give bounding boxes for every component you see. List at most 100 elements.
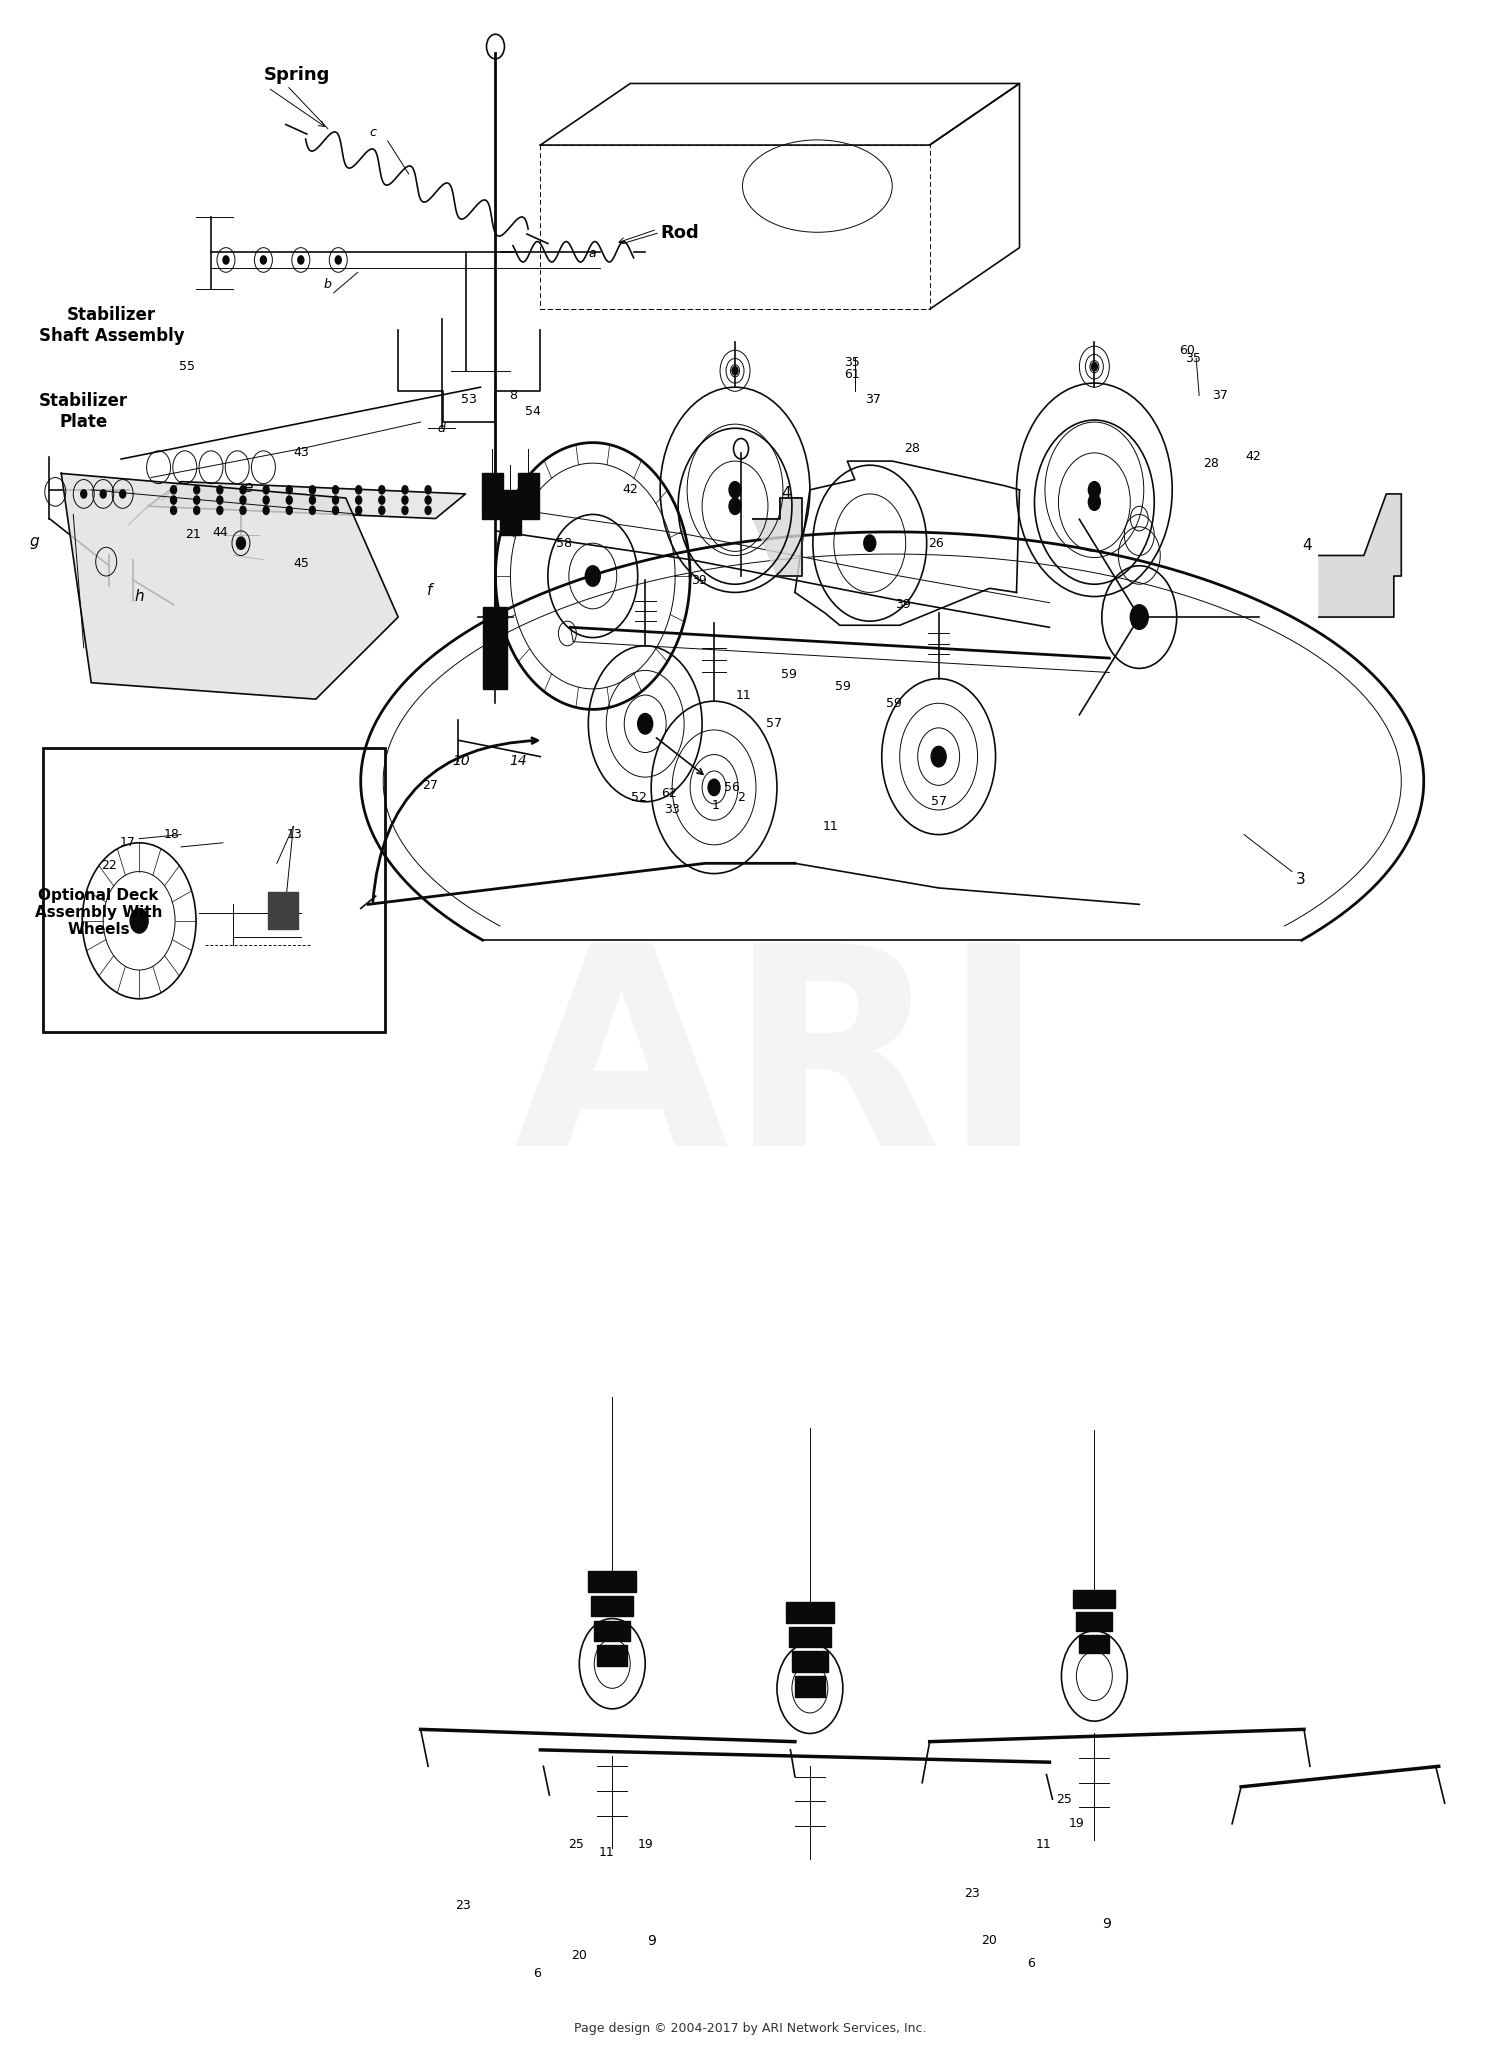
Text: 28: 28 [1203,456,1219,471]
Text: 59: 59 [836,680,850,693]
Text: 9: 9 [1102,1917,1112,1932]
Text: 35: 35 [844,356,859,370]
Bar [1074,1591,1116,1609]
Text: Optional Deck
Assembly With
Wheels: Optional Deck Assembly With Wheels [34,888,162,937]
Circle shape [333,506,339,514]
Circle shape [932,746,946,767]
Circle shape [424,506,430,514]
Circle shape [309,485,315,493]
Circle shape [356,506,362,514]
Circle shape [237,536,246,549]
Circle shape [708,779,720,795]
Bar [792,1652,828,1673]
Circle shape [240,495,246,503]
Circle shape [217,485,223,493]
Bar [594,1621,630,1642]
Circle shape [194,495,200,503]
Text: 10: 10 [452,754,470,769]
Circle shape [864,534,876,551]
Text: e: e [243,481,254,495]
Bar [44,748,384,1032]
Bar [500,489,520,534]
Text: 62: 62 [662,787,676,799]
Polygon shape [1318,493,1401,616]
Circle shape [224,257,230,265]
Text: 14: 14 [509,754,526,769]
Text: 56: 56 [724,781,740,793]
Bar [483,627,507,647]
Circle shape [309,506,315,514]
Text: 18: 18 [164,828,180,840]
Text: Stabilizer
Plate: Stabilizer Plate [39,393,128,432]
Text: Stabilizer
Shaft Assembly: Stabilizer Shaft Assembly [39,306,184,345]
Text: 54: 54 [525,405,542,419]
Circle shape [729,481,741,497]
Text: 19: 19 [1068,1817,1084,1831]
Text: 53: 53 [460,393,477,407]
Text: 26: 26 [928,536,944,549]
Text: 21: 21 [184,528,201,540]
Bar [482,473,502,518]
Text: ARI: ARI [514,933,1046,1204]
Circle shape [171,506,177,514]
Text: 28: 28 [904,442,920,456]
Circle shape [1131,604,1149,629]
Circle shape [262,495,268,503]
Text: 44: 44 [211,526,228,538]
Text: 19: 19 [638,1837,652,1852]
Circle shape [380,506,386,514]
Circle shape [1089,493,1101,510]
Polygon shape [753,497,802,575]
Circle shape [217,506,223,514]
Text: 42: 42 [622,483,638,497]
Text: Spring: Spring [264,66,330,84]
Text: 2: 2 [736,791,746,804]
Text: 45: 45 [292,557,309,569]
Circle shape [194,485,200,493]
Text: 37: 37 [1212,388,1228,403]
Text: 6: 6 [534,1967,542,1981]
Circle shape [380,495,386,503]
Circle shape [240,506,246,514]
Circle shape [194,506,200,514]
Text: 39: 39 [896,598,910,610]
Circle shape [638,713,652,734]
Circle shape [171,485,177,493]
Bar [786,1603,834,1623]
Circle shape [336,257,342,265]
Text: 11: 11 [598,1845,613,1860]
Text: c: c [369,125,376,140]
Text: 11: 11 [736,688,752,701]
Text: 42: 42 [1245,450,1262,464]
Circle shape [333,495,339,503]
Circle shape [262,506,268,514]
Bar [483,668,507,688]
Circle shape [356,485,362,493]
Bar [1080,1636,1110,1654]
Circle shape [380,485,386,493]
Circle shape [81,489,87,497]
Circle shape [402,495,408,503]
Text: 37: 37 [865,393,880,407]
Text: 4: 4 [1302,538,1312,553]
Text: 52: 52 [632,791,646,804]
Text: 57: 57 [930,795,946,808]
Polygon shape [148,481,465,518]
Text: 22: 22 [102,859,117,871]
Bar [591,1597,633,1617]
Text: 57: 57 [766,717,782,730]
Text: 3: 3 [1296,871,1306,888]
Text: 59: 59 [782,668,796,680]
Text: 17: 17 [118,836,135,849]
Bar [483,606,507,627]
Circle shape [240,485,246,493]
Circle shape [356,495,362,503]
Text: g: g [30,534,39,549]
Circle shape [1092,362,1098,370]
Bar [268,892,298,929]
Bar [789,1628,831,1648]
Text: 11: 11 [824,820,839,832]
Polygon shape [62,473,398,699]
Text: b: b [324,277,332,292]
Text: 27: 27 [422,779,438,791]
